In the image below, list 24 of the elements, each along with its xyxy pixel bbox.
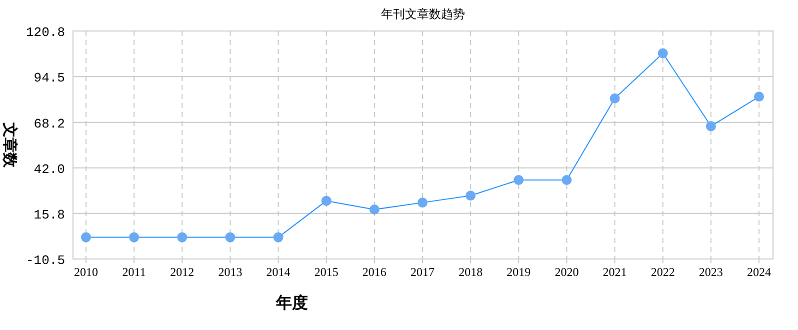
x-tick-label: 2022 [650, 265, 675, 279]
x-tick-label: 2020 [554, 265, 579, 279]
y-tick-label: 42.0 [34, 162, 65, 177]
x-tick-label: 2016 [362, 265, 386, 279]
chart-title: 年刊文章数趋势 [381, 7, 465, 21]
x-tick-label: 2019 [506, 265, 531, 279]
x-tick-label: 2021 [602, 265, 627, 279]
x-tick-label: 2011 [122, 265, 146, 279]
x-tick-label: 2017 [410, 265, 434, 279]
y-tick-label: 68.2 [34, 116, 65, 132]
y-tick-label: 15.8 [34, 207, 65, 222]
x-tick-label: 2023 [698, 265, 723, 279]
x-tick-label: 2015 [314, 265, 338, 279]
x-tick-label: 2013 [218, 265, 242, 279]
x-tick-label: 2014 [266, 265, 290, 279]
x-tick-label: 2012 [170, 265, 194, 279]
x-tick-label: 2024 [747, 265, 771, 279]
y-axis-title: 文章数 [1, 122, 19, 168]
y-tick-label: -10.5 [26, 253, 65, 268]
x-tick-label: 2018 [458, 265, 483, 279]
y-tick-label: 120.8 [26, 25, 65, 40]
x-tick-label: 2010 [74, 265, 98, 279]
x-axis-title: 年度 [275, 293, 308, 312]
y-tick-label: 94.5 [34, 70, 65, 86]
